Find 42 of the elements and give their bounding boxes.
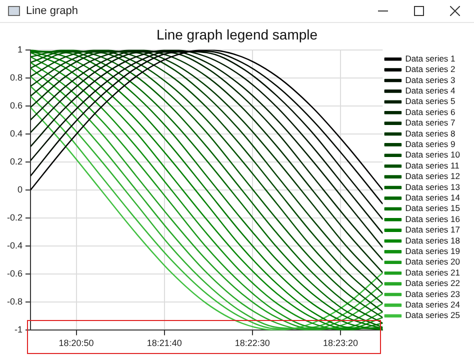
legend-label: Data series 13 bbox=[405, 182, 460, 192]
legend-label: Data series 15 bbox=[405, 203, 460, 214]
legend-label: Data series 16 bbox=[405, 214, 460, 224]
y-tick-label: 0.2 bbox=[10, 156, 23, 166]
legend-label: Data series 22 bbox=[405, 278, 460, 288]
x-tick-label: 18:23:20 bbox=[322, 338, 358, 348]
y-tick-label: -0.2 bbox=[6, 212, 23, 223]
legend-label: Data series 3 bbox=[405, 74, 456, 85]
legend-label: Data series 4 bbox=[405, 86, 456, 96]
legend-label: Data series 1 bbox=[405, 53, 456, 64]
legend-label: Data series 9 bbox=[405, 139, 456, 150]
legend-label: Data series 7 bbox=[405, 118, 456, 128]
y-tick-label: 0.6 bbox=[10, 100, 23, 110]
chart-title: Line graph legend sample bbox=[156, 26, 318, 42]
y-tick-label: -0.4 bbox=[6, 240, 23, 251]
text: Line graph bbox=[26, 5, 78, 17]
legend-label: Data series 21 bbox=[405, 267, 460, 278]
legend-label: Data series 10 bbox=[405, 150, 460, 160]
y-tick-label: 0 bbox=[17, 184, 23, 194]
legend-label: Data series 19 bbox=[405, 246, 460, 256]
y-tick-label: -0.8 bbox=[6, 296, 23, 307]
legend-label: Data series 24 bbox=[405, 300, 460, 310]
legend-label: Data series 11 bbox=[405, 160, 460, 170]
x-tick-label: 18:20:50 bbox=[58, 338, 94, 348]
legend-label: Data series 23 bbox=[405, 288, 460, 299]
legend-label: Data series 8 bbox=[405, 128, 456, 138]
y-tick-label: -1 bbox=[14, 324, 23, 335]
legend-label: Data series 6 bbox=[405, 106, 456, 117]
y-tick-label: 0.8 bbox=[10, 72, 23, 82]
legend-label: Data series 17 bbox=[405, 224, 460, 235]
legend-label: Data series 2 bbox=[405, 64, 456, 74]
legend-label: Data series 5 bbox=[405, 96, 456, 106]
x-tick-label: 18:21:40 bbox=[146, 338, 182, 348]
legend-label: Data series 14 bbox=[405, 192, 460, 203]
legend-label: Data series 20 bbox=[405, 256, 460, 267]
x-tick-label: 18:22:30 bbox=[234, 338, 270, 348]
y-tick-label: 0.4 bbox=[10, 128, 23, 138]
legend-label: Data series 12 bbox=[405, 171, 460, 182]
legend-label: Data series 25 bbox=[405, 310, 460, 320]
y-tick-label: 1 bbox=[17, 44, 23, 54]
legend-label: Data series 18 bbox=[405, 235, 460, 246]
y-tick-label: -0.6 bbox=[6, 268, 23, 279]
